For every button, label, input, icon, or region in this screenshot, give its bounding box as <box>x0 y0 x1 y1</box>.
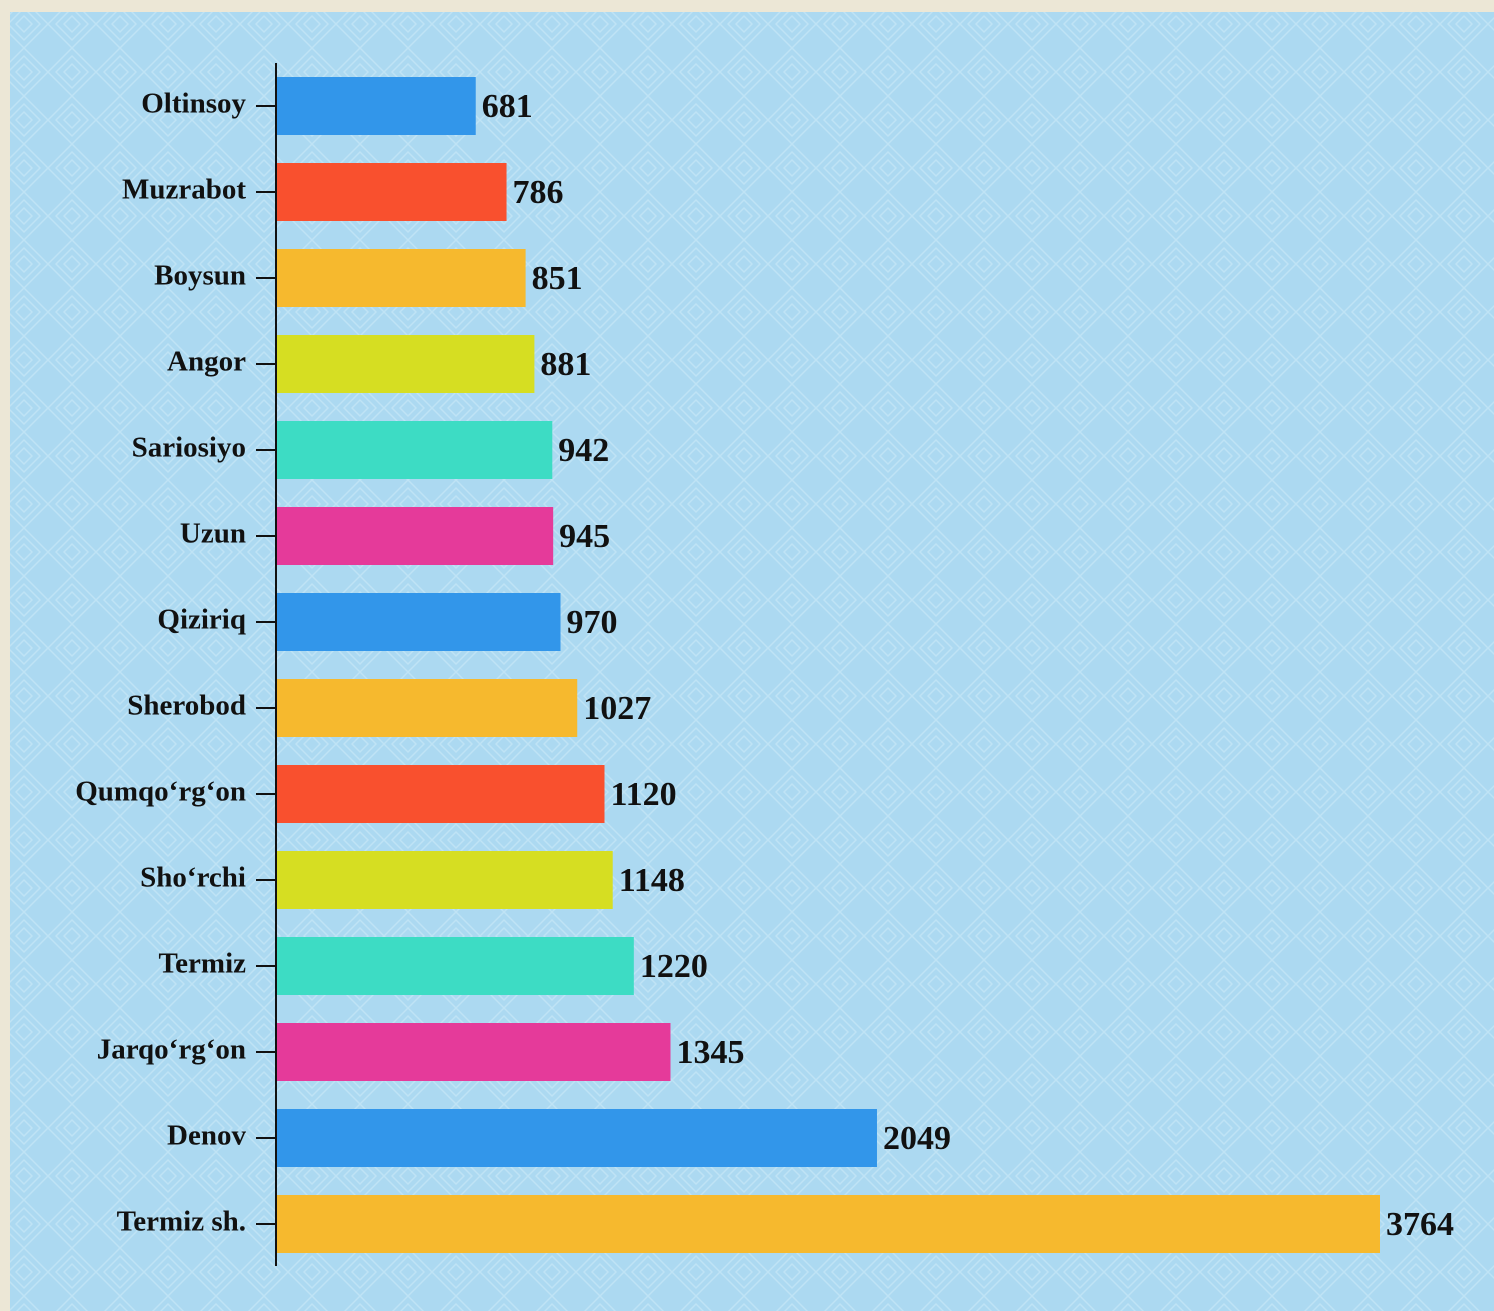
value-label: 2049 <box>883 1120 951 1157</box>
y-tick-label: Qiziriq <box>157 604 246 636</box>
bar <box>277 1195 1380 1253</box>
y-tick-label: Muzrabot <box>122 174 246 206</box>
y-tick-label: Sariosiyo <box>132 432 246 464</box>
value-label: 3764 <box>1386 1206 1454 1243</box>
bar <box>277 249 526 307</box>
bar <box>277 335 535 393</box>
bar <box>277 593 561 651</box>
bar <box>277 851 613 909</box>
value-label: 851 <box>532 260 583 297</box>
y-tick-label: Boysun <box>154 260 246 292</box>
bar <box>277 163 507 221</box>
y-tick-label: Termiz sh. <box>117 1206 246 1238</box>
value-label: 786 <box>513 174 564 211</box>
value-label: 681 <box>482 88 533 125</box>
bar <box>277 937 634 995</box>
value-label: 1148 <box>619 862 685 899</box>
bar <box>277 1023 671 1081</box>
bar <box>277 77 476 135</box>
bar <box>277 507 554 565</box>
y-tick-label: Termiz <box>158 948 246 980</box>
bar <box>277 421 553 479</box>
y-tick-label: Denov <box>167 1120 246 1152</box>
value-label: 945 <box>559 518 610 555</box>
value-label: 1345 <box>676 1034 744 1071</box>
bar <box>277 679 578 737</box>
value-label: 881 <box>540 346 591 383</box>
bar <box>277 1109 877 1167</box>
y-tick-label: Qumqo‘rg‘on <box>75 776 246 808</box>
y-tick-label: Jarqo‘rg‘on <box>97 1034 246 1066</box>
y-tick-label: Angor <box>167 346 246 378</box>
value-label: 970 <box>567 604 618 641</box>
bar <box>277 765 605 823</box>
y-tick-label: Uzun <box>180 518 246 550</box>
y-tick-label: Sherobod <box>127 690 246 722</box>
plot-background <box>10 12 1494 1311</box>
y-tick-label: Oltinsoy <box>141 88 246 120</box>
y-tick-label: Sho‘rchi <box>140 862 246 894</box>
value-label: 1027 <box>583 690 651 727</box>
value-label: 1220 <box>640 948 708 985</box>
value-label: 1120 <box>611 776 677 813</box>
value-label: 942 <box>558 432 609 469</box>
